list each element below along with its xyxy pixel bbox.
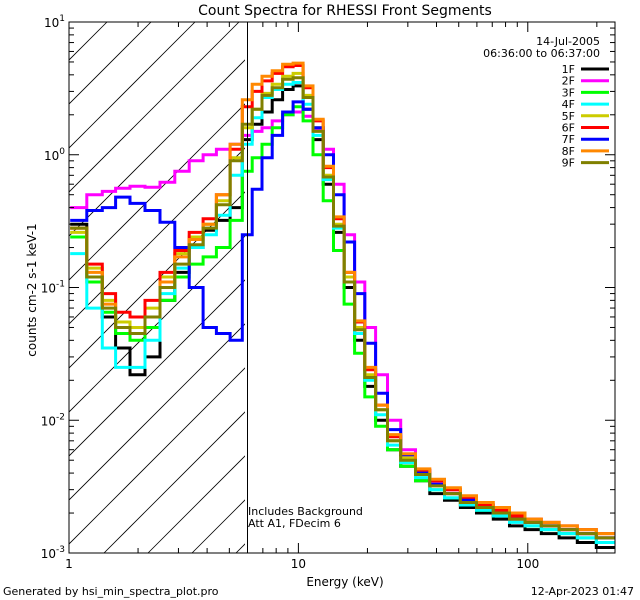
legend-label-3f: 3F <box>562 86 575 99</box>
y-tick-label-1e1: 101 <box>44 14 65 30</box>
legend-label-9f: 9F <box>562 157 575 170</box>
plot-frame <box>68 21 616 554</box>
y-axis-label: counts cm-2 s-1 keV-1 <box>25 223 39 356</box>
legend-label-2f: 2F <box>562 75 575 88</box>
series-5f <box>70 71 615 540</box>
series-4f <box>70 81 615 544</box>
chart-title: Count Spectra for RHESSI Front Segments <box>198 3 492 19</box>
series-2f <box>70 110 615 540</box>
svg-text:10-3: 10-3 <box>41 545 65 561</box>
footer-timestamp: 12-Apr-2023 01:47 <box>531 585 634 598</box>
axis-ticks <box>68 21 615 554</box>
svg-text:100: 100 <box>44 147 65 163</box>
y-tick-label-1e-3: 10-3 <box>41 545 65 561</box>
series-layer <box>70 61 615 549</box>
series-9f <box>70 76 615 540</box>
legend-label-1f: 1F <box>562 63 575 76</box>
footer-generator: Generated by hsi_min_spectra_plot.pro <box>3 585 219 598</box>
legend-label-7f: 7F <box>562 133 575 146</box>
x-tick-label-10: 10 <box>291 557 306 571</box>
y-tick-label-1e0: 100 <box>44 147 65 163</box>
note-attenuator: Att A1, FDecim 6 <box>248 517 341 530</box>
legend-label-6f: 6F <box>562 122 575 135</box>
observation-time-range: 06:36:00 to 06:37:00 <box>483 47 600 60</box>
svg-text:10-2: 10-2 <box>41 412 65 428</box>
y-tick-label-1e-2: 10-2 <box>41 412 65 428</box>
note-background: Includes Background <box>248 505 363 518</box>
svg-text:10-1: 10-1 <box>41 280 65 296</box>
legend-label-5f: 5F <box>562 110 575 123</box>
observation-date: 14-Jul-2005 <box>536 35 600 48</box>
series-7f <box>70 100 615 540</box>
x-tick-label-100: 100 <box>516 557 539 571</box>
below-threshold-hatch <box>69 22 245 553</box>
series-3f <box>70 105 615 544</box>
x-tick-label-1: 1 <box>65 557 73 571</box>
x-axis-label: Energy (keV) <box>306 575 383 589</box>
svg-text:101: 101 <box>44 14 65 30</box>
legend-label-8f: 8F <box>562 145 575 158</box>
legend-label-4f: 4F <box>562 98 575 111</box>
y-tick-label-1e-1: 10-1 <box>41 280 65 296</box>
